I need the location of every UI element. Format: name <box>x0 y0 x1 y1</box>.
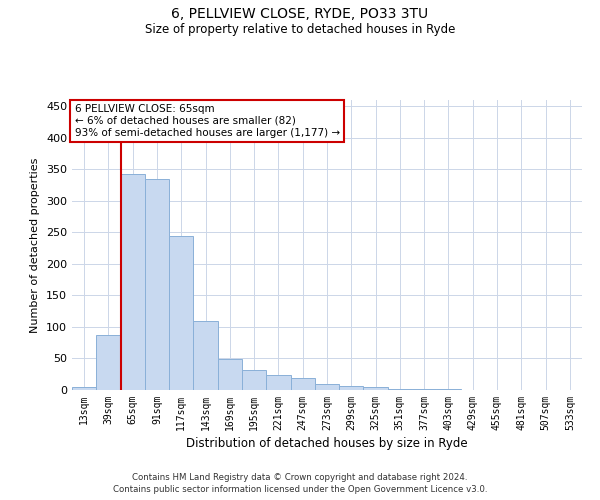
Bar <box>242 370 266 390</box>
Text: 6 PELLVIEW CLOSE: 65sqm
← 6% of detached houses are smaller (82)
93% of semi-det: 6 PELLVIEW CLOSE: 65sqm ← 6% of detached… <box>74 104 340 138</box>
Bar <box>266 375 290 390</box>
Bar <box>72 387 96 390</box>
Bar <box>315 384 339 390</box>
Bar <box>412 388 436 390</box>
Bar <box>145 179 169 390</box>
Text: Size of property relative to detached houses in Ryde: Size of property relative to detached ho… <box>145 22 455 36</box>
Bar <box>121 174 145 390</box>
Bar <box>364 388 388 390</box>
Text: Distribution of detached houses by size in Ryde: Distribution of detached houses by size … <box>186 438 468 450</box>
Bar <box>169 236 193 390</box>
Bar <box>290 378 315 390</box>
Text: Contains public sector information licensed under the Open Government Licence v3: Contains public sector information licen… <box>113 485 487 494</box>
Bar <box>218 359 242 390</box>
Bar <box>339 386 364 390</box>
Bar <box>96 334 121 390</box>
Text: 6, PELLVIEW CLOSE, RYDE, PO33 3TU: 6, PELLVIEW CLOSE, RYDE, PO33 3TU <box>172 8 428 22</box>
Bar <box>388 388 412 390</box>
Y-axis label: Number of detached properties: Number of detached properties <box>31 158 40 332</box>
Bar <box>193 320 218 390</box>
Text: Contains HM Land Registry data © Crown copyright and database right 2024.: Contains HM Land Registry data © Crown c… <box>132 472 468 482</box>
